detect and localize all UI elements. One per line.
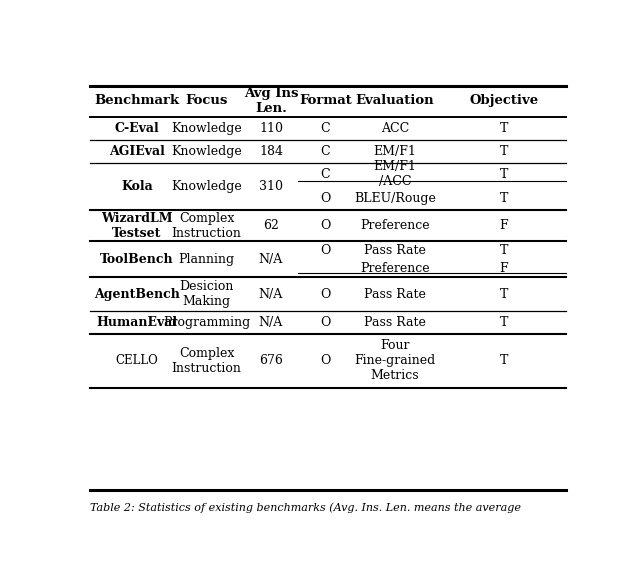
Text: Kola: Kola	[121, 180, 153, 192]
Text: C: C	[321, 122, 330, 135]
Text: BLEU/Rouge: BLEU/Rouge	[354, 191, 436, 205]
Text: O: O	[321, 355, 331, 367]
Text: T: T	[500, 316, 508, 329]
Text: Pass Rate: Pass Rate	[364, 244, 426, 257]
Text: Benchmark: Benchmark	[95, 94, 180, 107]
Text: 184: 184	[259, 144, 283, 158]
Text: AgentBench: AgentBench	[94, 288, 180, 301]
Text: Knowledge: Knowledge	[171, 144, 242, 158]
Text: Preference: Preference	[360, 262, 430, 275]
Text: CELLO: CELLO	[116, 355, 159, 367]
Text: T: T	[500, 191, 508, 205]
Text: F: F	[500, 219, 508, 232]
Text: 310: 310	[259, 180, 283, 192]
Text: C: C	[321, 144, 330, 158]
Text: AGIEval: AGIEval	[109, 144, 165, 158]
Text: Avg Ins
Len.: Avg Ins Len.	[244, 87, 298, 115]
Text: F: F	[500, 262, 508, 275]
Text: WizardLM
Testset: WizardLM Testset	[101, 212, 173, 240]
Text: Complex
Instruction: Complex Instruction	[172, 347, 241, 375]
Text: Format: Format	[299, 94, 352, 107]
Text: T: T	[500, 244, 508, 257]
Text: C-Eval: C-Eval	[115, 122, 159, 135]
Text: O: O	[321, 191, 331, 205]
Text: Objective: Objective	[470, 94, 539, 107]
Text: 110: 110	[259, 122, 283, 135]
Text: N/A: N/A	[259, 316, 283, 329]
Text: EM/F1: EM/F1	[374, 144, 417, 158]
Text: Evaluation: Evaluation	[356, 94, 435, 107]
Text: HumanEval: HumanEval	[97, 316, 178, 329]
Text: T: T	[500, 122, 508, 135]
Text: Pass Rate: Pass Rate	[364, 316, 426, 329]
Text: O: O	[321, 288, 331, 301]
Text: O: O	[321, 244, 331, 257]
Text: O: O	[321, 219, 331, 232]
Text: 62: 62	[263, 219, 279, 232]
Text: Preference: Preference	[360, 219, 430, 232]
Text: T: T	[500, 144, 508, 158]
Text: Knowledge: Knowledge	[171, 122, 242, 135]
Text: Programming: Programming	[163, 316, 250, 329]
Text: Desicion
Making: Desicion Making	[179, 280, 234, 308]
Text: O: O	[321, 316, 331, 329]
Text: Table 2: Statistics of existing benchmarks (Avg. Ins. Len. means the average: Table 2: Statistics of existing benchmar…	[90, 503, 521, 513]
Text: Four
Fine-grained
Metrics: Four Fine-grained Metrics	[355, 339, 436, 382]
Text: Focus: Focus	[186, 94, 228, 107]
Text: C: C	[321, 168, 330, 181]
Text: ToolBench: ToolBench	[100, 253, 174, 266]
Text: N/A: N/A	[259, 253, 283, 266]
Text: Knowledge: Knowledge	[171, 180, 242, 192]
Text: ACC: ACC	[381, 122, 409, 135]
Text: 676: 676	[259, 355, 283, 367]
Text: N/A: N/A	[259, 288, 283, 301]
Text: T: T	[500, 355, 508, 367]
Text: T: T	[500, 288, 508, 301]
Text: T: T	[500, 168, 508, 181]
Text: Planning: Planning	[179, 253, 234, 266]
Text: Pass Rate: Pass Rate	[364, 288, 426, 301]
Text: EM/F1
/ACC: EM/F1 /ACC	[374, 160, 417, 188]
Text: Complex
Instruction: Complex Instruction	[172, 212, 241, 240]
